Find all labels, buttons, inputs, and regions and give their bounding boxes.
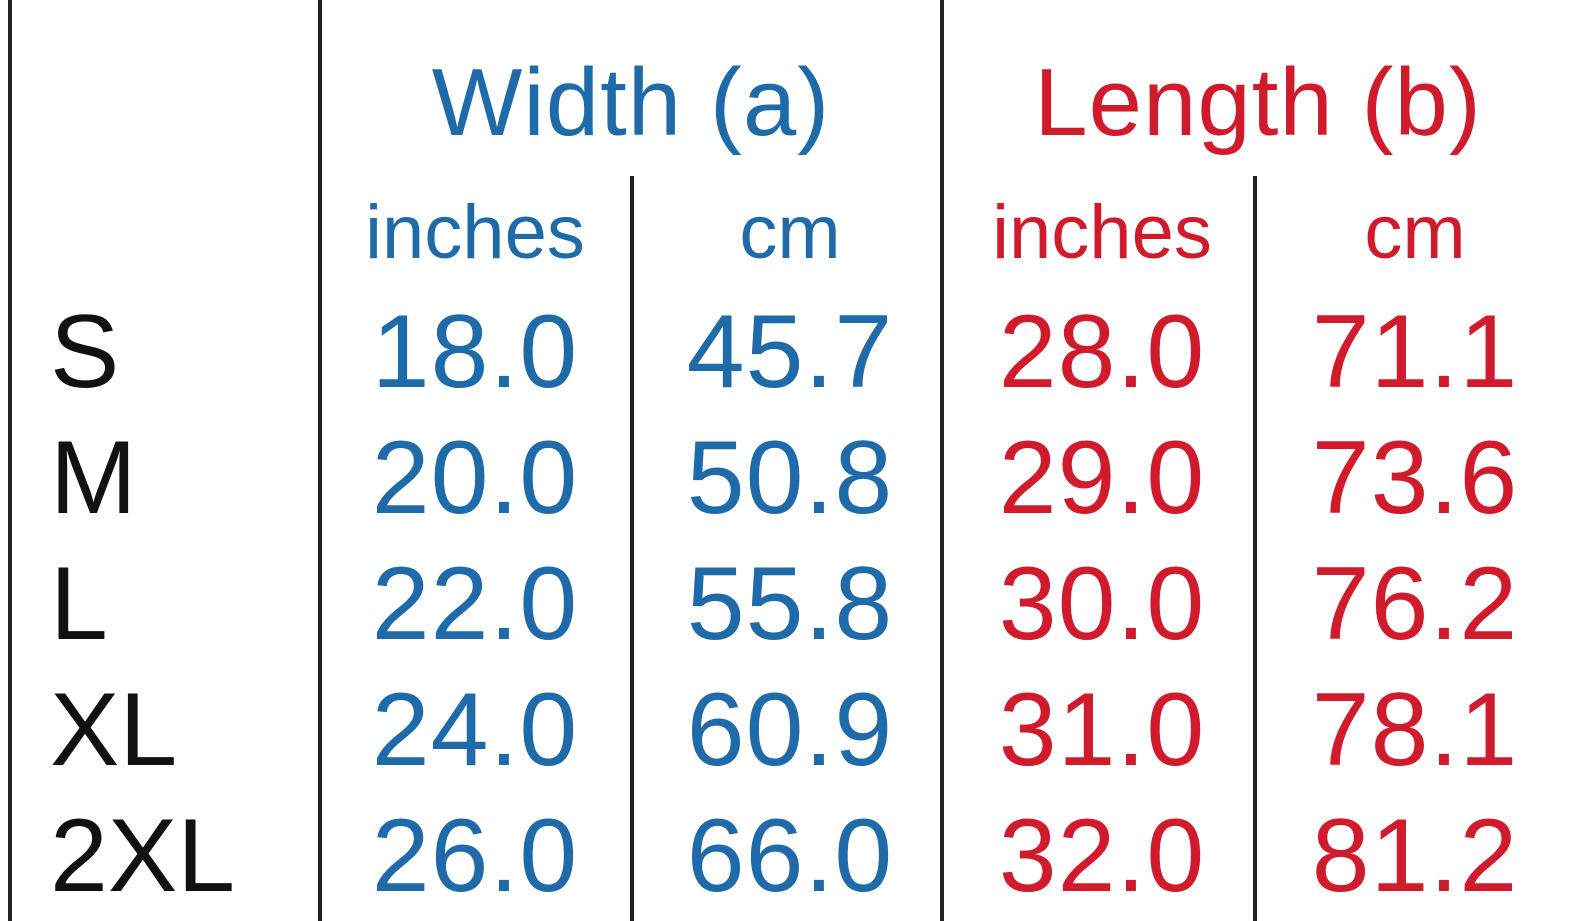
width-cm-value: 55.8 [686, 546, 894, 662]
width-cm-value: 66.0 [686, 798, 894, 914]
length-inches-value: 28.0 [998, 294, 1206, 410]
length-cm-value: 73.6 [1311, 420, 1519, 536]
length-header: Length (b) [1034, 49, 1482, 156]
width-inches-value: 26.0 [371, 798, 579, 914]
width-inches-value: 22.0 [371, 546, 579, 662]
length-cm-value: 78.1 [1311, 672, 1519, 788]
divider-width-length [940, 0, 944, 921]
length-inches-value: 29.0 [998, 420, 1206, 536]
divider-length-units [1253, 176, 1257, 921]
size-label: M [50, 420, 137, 536]
size-label: L [50, 546, 108, 662]
length-inches-value: 30.0 [998, 546, 1206, 662]
length-cm-label: cm [1364, 190, 1466, 275]
divider-width-units [630, 176, 634, 921]
width-cm-value: 45.7 [686, 294, 894, 410]
width-inches-label: inches [365, 190, 585, 275]
length-inches-value: 31.0 [998, 672, 1206, 788]
width-inches-value: 18.0 [371, 294, 579, 410]
width-header: Width (a) [431, 49, 831, 156]
width-inches-value: 20.0 [371, 420, 579, 536]
size-label: 2XL [50, 798, 236, 914]
width-cm-value: 50.8 [686, 420, 894, 536]
width-inches-value: 24.0 [371, 672, 579, 788]
length-inches-value: 32.0 [998, 798, 1206, 914]
size-label: S [50, 294, 120, 410]
length-cm-value: 81.2 [1311, 798, 1519, 914]
width-cm-value: 60.9 [686, 672, 894, 788]
size-label: XL [50, 672, 178, 788]
length-cm-value: 71.1 [1311, 294, 1519, 410]
length-cm-value: 76.2 [1311, 546, 1519, 662]
divider-size-width [318, 0, 322, 921]
table-border-left [8, 0, 12, 921]
length-inches-label: inches [992, 190, 1212, 275]
width-cm-label: cm [739, 190, 841, 275]
